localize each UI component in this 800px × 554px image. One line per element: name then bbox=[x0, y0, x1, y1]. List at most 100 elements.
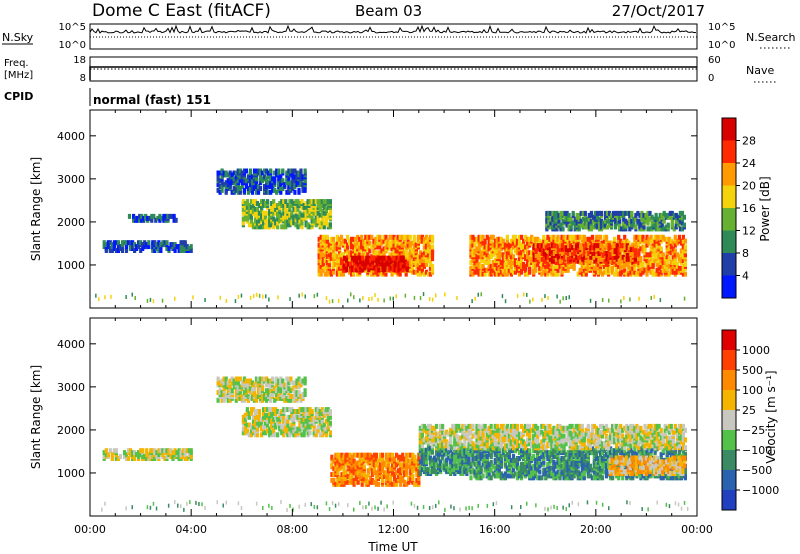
echo-cell bbox=[582, 263, 586, 269]
echo-cell bbox=[449, 445, 453, 451]
echo-cell bbox=[357, 261, 361, 267]
echo-cell bbox=[372, 466, 376, 472]
echo-cell bbox=[542, 258, 546, 264]
echo-cell bbox=[265, 184, 269, 189]
echo-cell bbox=[598, 267, 603, 273]
echo-cell bbox=[564, 252, 568, 258]
echo-cell bbox=[645, 242, 649, 248]
echo-cell bbox=[350, 458, 354, 464]
echo-cell bbox=[592, 265, 596, 271]
echo-cell bbox=[267, 180, 271, 186]
echo-cell bbox=[297, 384, 301, 390]
echo-cell bbox=[320, 430, 324, 436]
echo-cell bbox=[244, 378, 248, 384]
speckle-cell bbox=[331, 299, 334, 304]
echo-cell bbox=[293, 380, 297, 386]
echo-cell bbox=[356, 234, 360, 240]
echo-cell bbox=[255, 214, 260, 220]
echo-cell bbox=[300, 220, 304, 226]
echo-cell bbox=[439, 467, 443, 473]
echo-cell bbox=[397, 261, 401, 267]
echo-cell bbox=[366, 468, 370, 474]
echo-cell bbox=[303, 388, 307, 394]
echo-cell bbox=[348, 452, 352, 458]
echo-cell bbox=[268, 208, 272, 214]
echo-cell bbox=[243, 201, 247, 206]
echo-cell bbox=[163, 448, 167, 454]
echo-cell bbox=[461, 459, 465, 465]
echo-cell bbox=[560, 240, 564, 246]
echo-cell bbox=[322, 199, 326, 205]
echo-cell bbox=[320, 411, 324, 416]
speckle-cell bbox=[374, 293, 376, 298]
echo-cell bbox=[298, 420, 302, 426]
echo-cell bbox=[416, 261, 420, 267]
echo-cell bbox=[481, 457, 485, 463]
echo-cell bbox=[505, 267, 509, 273]
echo-cell bbox=[403, 479, 407, 485]
echo-cell bbox=[339, 240, 344, 246]
echo-cell bbox=[628, 226, 632, 232]
speckle-cell bbox=[562, 296, 564, 301]
echo-cell bbox=[141, 246, 145, 251]
echo-cell bbox=[457, 451, 461, 457]
echo-cell bbox=[639, 234, 643, 240]
echo-cell bbox=[673, 242, 677, 248]
echo-cell bbox=[664, 212, 668, 218]
echo-cell bbox=[145, 448, 149, 454]
echo-cell bbox=[565, 210, 569, 216]
echo-cell bbox=[230, 376, 234, 382]
echo-cell bbox=[430, 457, 435, 463]
echo-cell bbox=[599, 218, 604, 224]
echo-cell bbox=[391, 263, 395, 269]
echo-cell bbox=[296, 214, 300, 220]
echo-cell bbox=[332, 466, 336, 472]
echo-cell bbox=[546, 254, 550, 260]
echo-cell bbox=[675, 252, 679, 258]
echo-cell bbox=[640, 222, 644, 228]
echo-cell bbox=[244, 178, 248, 184]
echo-cell bbox=[165, 448, 169, 454]
echo-cell bbox=[515, 250, 520, 256]
nsky-tick-top: 10^5 bbox=[59, 22, 86, 33]
echo-cell bbox=[536, 243, 540, 249]
echo-cell bbox=[328, 222, 332, 228]
echo-cell bbox=[149, 454, 153, 459]
echo-cell bbox=[374, 452, 378, 458]
speckle-cell bbox=[444, 292, 446, 297]
echo-cell bbox=[469, 234, 473, 240]
echo-cell bbox=[289, 388, 293, 394]
echo-cell bbox=[314, 407, 318, 413]
echo-cell bbox=[614, 222, 618, 228]
echo-cell bbox=[286, 203, 290, 208]
echo-cell bbox=[181, 448, 185, 454]
echo-cell bbox=[540, 243, 544, 249]
echo-cell bbox=[230, 189, 234, 195]
echo-cell bbox=[412, 252, 416, 258]
echo-cell bbox=[224, 170, 228, 176]
echo-cell bbox=[642, 212, 646, 218]
echo-cell bbox=[679, 238, 683, 244]
echo-cell bbox=[316, 218, 320, 224]
echo-cell bbox=[532, 263, 536, 269]
echo-cell bbox=[652, 216, 656, 222]
echo-cell bbox=[649, 244, 653, 250]
echo-cell bbox=[574, 234, 578, 240]
echo-cell bbox=[102, 244, 106, 250]
echo-cell bbox=[515, 238, 520, 244]
echo-cell bbox=[579, 254, 583, 260]
echo-cell bbox=[267, 378, 271, 384]
echo-cell bbox=[258, 386, 263, 392]
echo-cell bbox=[602, 242, 607, 248]
echo-cell bbox=[384, 240, 388, 246]
echo-cell bbox=[528, 240, 532, 246]
echo-cell bbox=[306, 222, 310, 228]
colorbar-swatch bbox=[722, 185, 736, 208]
echo-cell bbox=[284, 210, 288, 216]
echo-cell bbox=[528, 267, 532, 273]
echo-cell bbox=[547, 220, 551, 226]
echo-cell bbox=[299, 394, 303, 399]
colorbar-tick-label: 28 bbox=[742, 135, 756, 148]
echo-cell bbox=[298, 210, 302, 216]
echo-cell bbox=[314, 432, 318, 438]
